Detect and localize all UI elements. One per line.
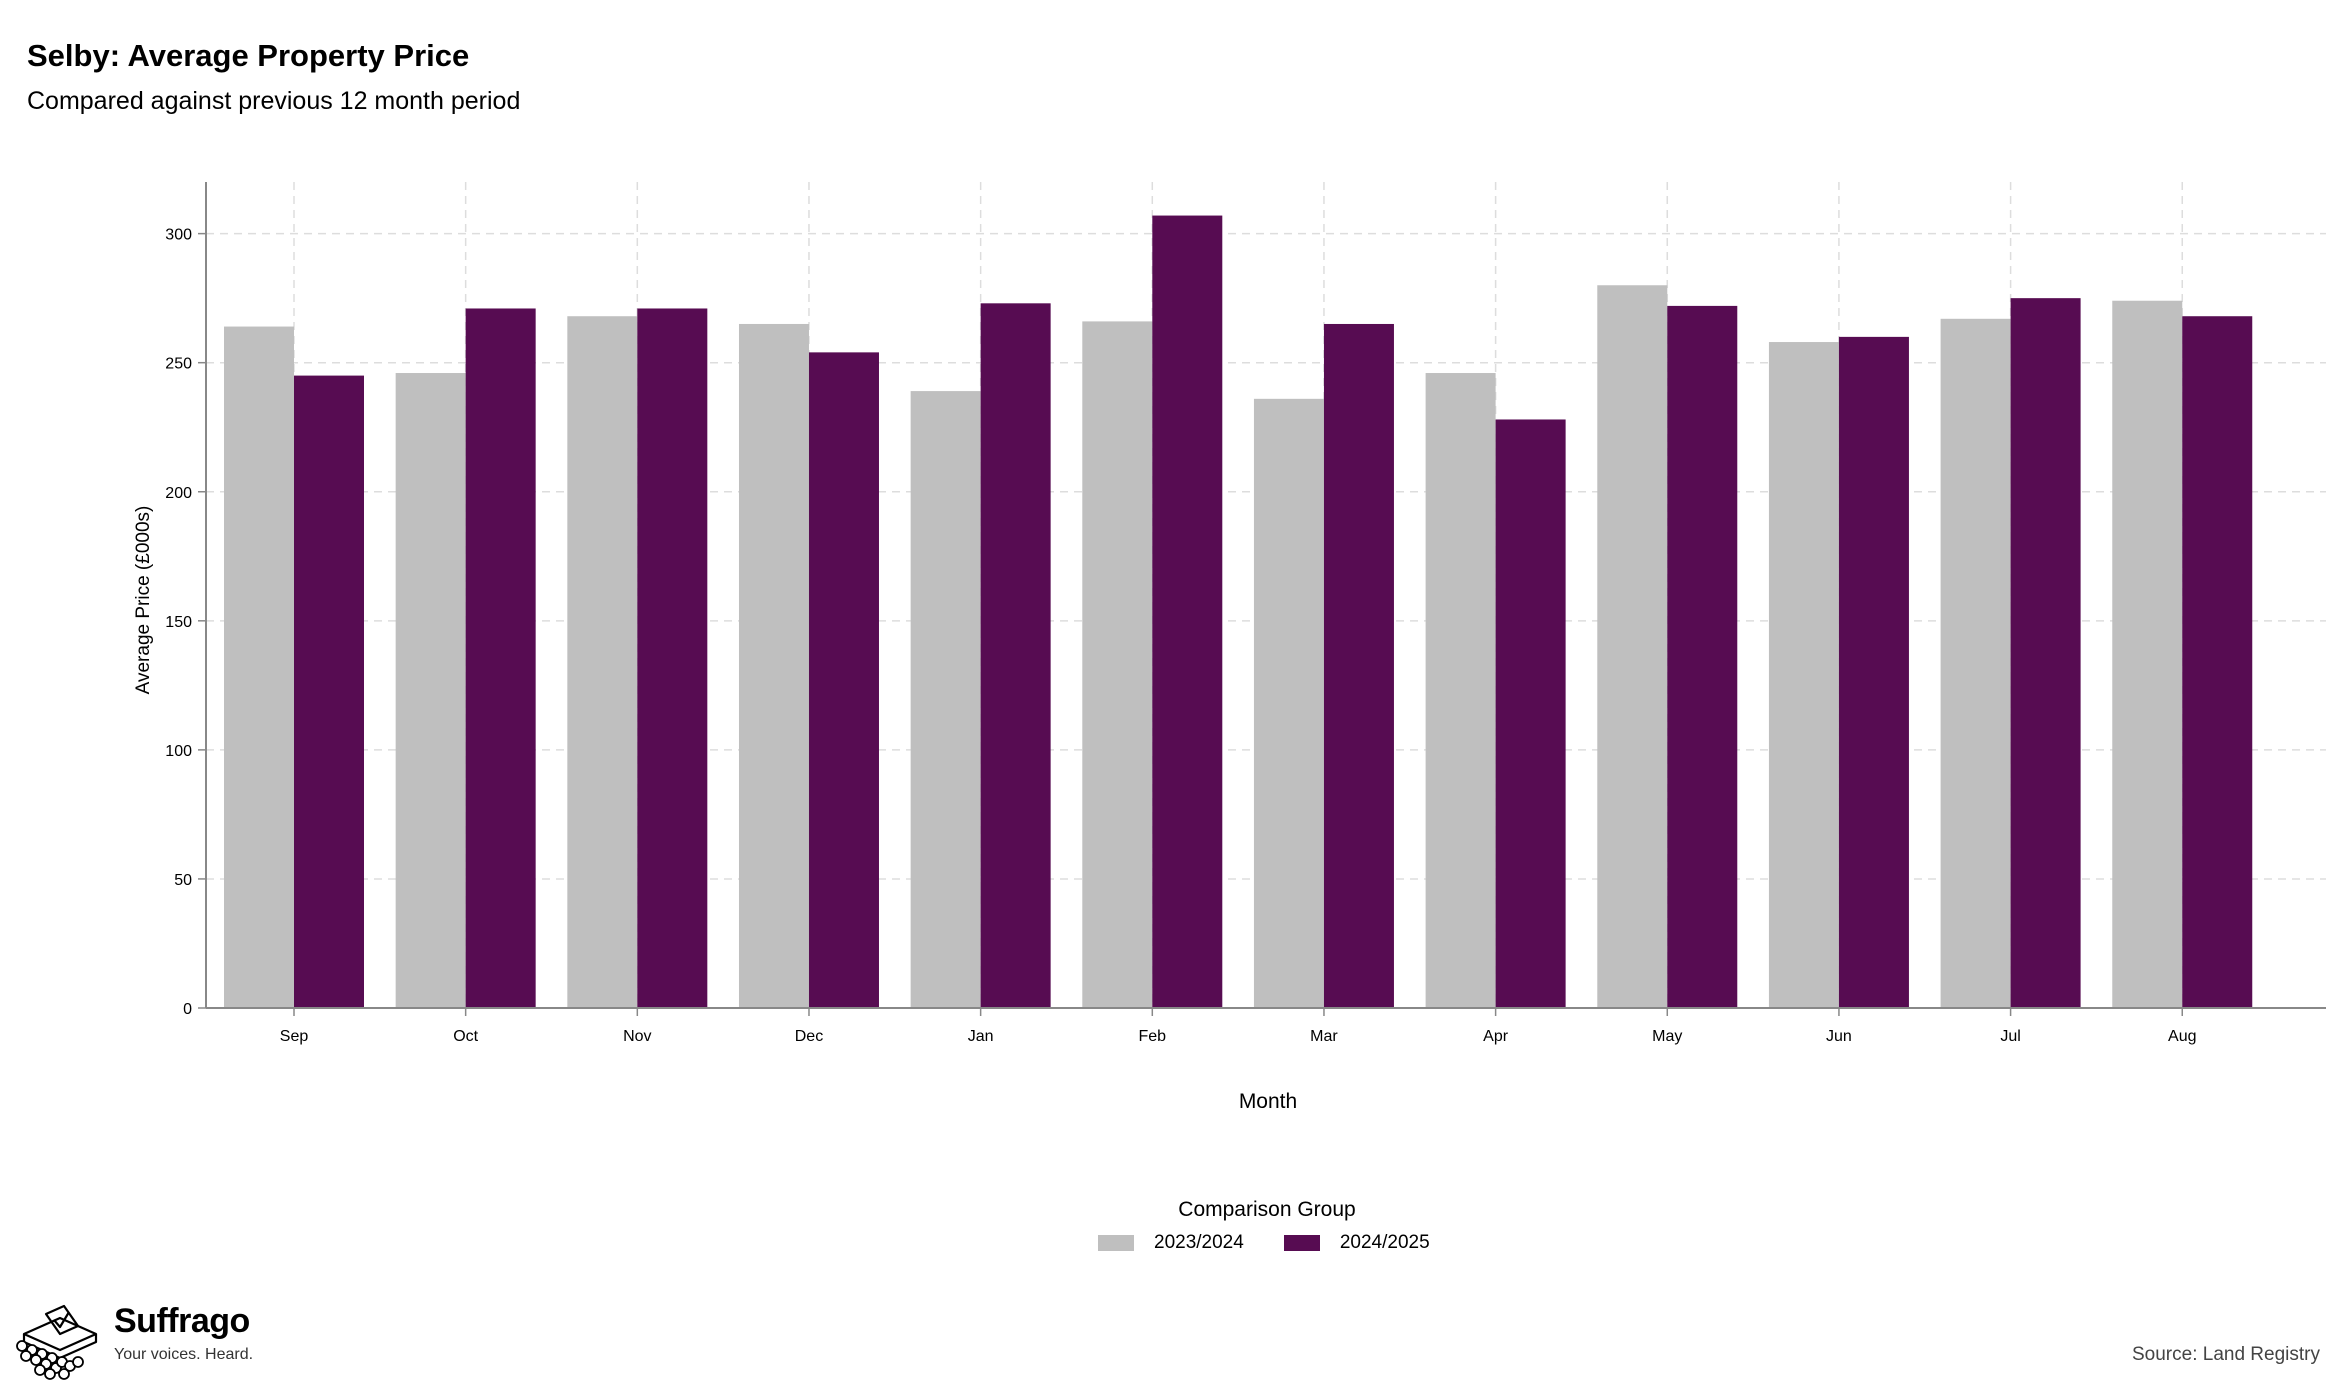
y-tick-label: 200 <box>165 485 192 502</box>
bar-2023-2024-jan <box>910 391 981 1008</box>
x-tick-label: Apr <box>1483 1028 1509 1045</box>
bar-2023-2024-jun <box>1768 342 1839 1009</box>
bar-2023-2024-feb <box>1082 321 1153 1008</box>
bar-2024-2025-aug <box>2182 316 2253 1009</box>
x-tick-label: Jan <box>968 1028 994 1045</box>
x-tick-label: May <box>1652 1028 1682 1045</box>
brand-name: Suffrago <box>114 1302 250 1340</box>
legend-swatch-2023-2024 <box>1098 1235 1134 1251</box>
x-tick-label: Jun <box>1826 1028 1852 1045</box>
x-tick-label: Dec <box>795 1028 823 1045</box>
axis-layer: 0 50 100 150 200 250 300 Sep Oct Nov Dec Jan Feb Mar A… <box>165 182 2326 1045</box>
bar-2024-2025-mar <box>1323 323 1394 1008</box>
brand-tagline: Your voices. Heard. <box>114 1346 254 1363</box>
y-tick-label: 300 <box>165 227 192 244</box>
bar-2024-2025-jun <box>1838 336 1909 1008</box>
x-axis-title: Month <box>1239 1090 1297 1113</box>
bar-2023-2024-jul <box>1940 318 2011 1008</box>
bar-2024-2025-oct <box>465 308 536 1008</box>
bar-2023-2024-mar <box>1253 398 1324 1008</box>
bar-2023-2024-may <box>1597 285 1668 1008</box>
bar-2024-2025-nov <box>637 308 708 1008</box>
bar-2023-2024-dec <box>738 323 809 1008</box>
bar-chart: 0 50 100 150 200 250 300 Sep Oct Nov Dec Jan Feb Mar A… <box>133 182 2326 1113</box>
x-tick-label: Mar <box>1310 1028 1338 1045</box>
bar-2024-2025-sep <box>294 375 364 1008</box>
x-tick-label: Jul <box>2000 1028 2020 1045</box>
bar-2024-2025-jul <box>2010 298 2081 1008</box>
y-tick-label: 150 <box>165 614 192 631</box>
ballot-box-icon <box>16 1304 98 1380</box>
x-tick-label: Feb <box>1139 1028 1167 1045</box>
legend-title: Comparison Group <box>1178 1198 1356 1221</box>
x-tick-label: Oct <box>453 1028 478 1045</box>
legend-item-2023-2024: 2023/2024 <box>1098 1232 1244 1254</box>
y-tick-label: 100 <box>165 743 192 760</box>
y-tick-label: 50 <box>174 872 192 889</box>
legend-item-2024-2025: 2024/2025 <box>1283 1232 1430 1254</box>
y-tick-label: 250 <box>165 356 192 373</box>
y-tick-label: 0 <box>183 1001 192 1018</box>
bar-2023-2024-apr <box>1425 373 1496 1008</box>
bar-2024-2025-may <box>1667 305 1738 1008</box>
chart-title: Selby: Average Property Price <box>27 38 470 73</box>
legend-label-2023-2024: 2023/2024 <box>1154 1232 1244 1253</box>
bar-2023-2024-oct <box>395 373 466 1008</box>
x-tick-label: Aug <box>2168 1028 2196 1045</box>
bar-2023-2024-aug <box>2112 300 2183 1008</box>
bar-2023-2024-sep <box>224 326 294 1008</box>
y-axis-title: Average Price (£000s) <box>133 506 154 695</box>
bar-2024-2025-dec <box>808 352 879 1008</box>
bar-2023-2024-nov <box>567 316 638 1009</box>
suffrago-logo: Suffrago Your voices. Heard. <box>14 1296 253 1380</box>
bars-layer <box>224 215 2253 1009</box>
x-tick-label: Nov <box>623 1028 651 1045</box>
source-note: Source: Land Registry <box>2132 1344 2320 1365</box>
x-tick-label: Sep <box>280 1028 309 1045</box>
bar-2024-2025-jan <box>980 303 1051 1009</box>
legend-swatch-2024-2025 <box>1283 1235 1320 1251</box>
legend: 2023/2024 2024/2025 <box>1098 1232 1470 1254</box>
bar-2024-2025-feb <box>1152 215 1223 1008</box>
chart-subtitle: Compared against previous 12 month perio… <box>27 87 521 115</box>
legend-label-2024-2025: 2024/2025 <box>1339 1232 1430 1253</box>
bar-2024-2025-apr <box>1495 419 1566 1009</box>
